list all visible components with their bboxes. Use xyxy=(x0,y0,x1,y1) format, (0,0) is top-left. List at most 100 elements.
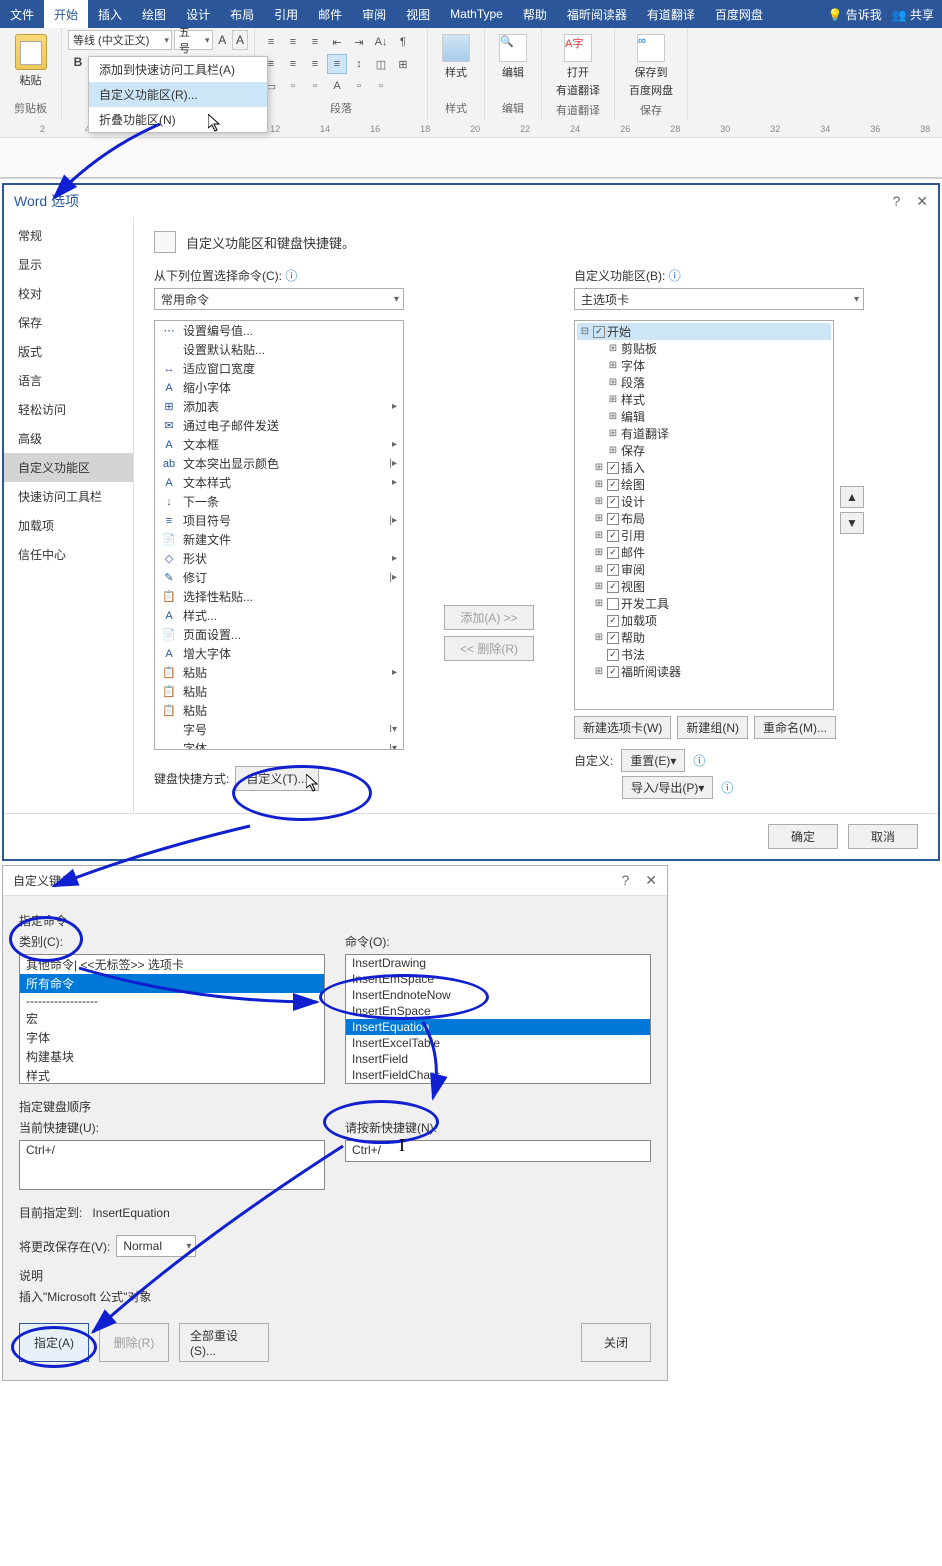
indent-inc-icon[interactable]: ⇥ xyxy=(349,32,369,52)
command-item[interactable]: InsertEquation xyxy=(346,1019,650,1035)
tab-9[interactable]: 视图 xyxy=(396,0,440,28)
choose-from-dropdown[interactable]: 常用命令 xyxy=(154,288,404,310)
category-item[interactable]: ------------------ xyxy=(20,993,324,1009)
tell-me-icon[interactable]: 💡 告诉我 xyxy=(827,6,881,23)
marks-icon[interactable]: ¶ xyxy=(393,32,413,52)
customize-ribbon-dropdown[interactable]: 主选项卡 xyxy=(574,288,864,310)
tree-item[interactable]: ⊞✓福昕阅读器 xyxy=(577,663,831,680)
new-key-input[interactable]: Ctrl+/ xyxy=(345,1140,651,1162)
tree-item[interactable]: ⊞编辑 xyxy=(577,408,831,425)
new-tab-button[interactable]: 新建选项卡(W) xyxy=(574,716,671,739)
checkbox[interactable]: ✓ xyxy=(607,581,619,593)
tree-item[interactable]: ⊞段落 xyxy=(577,374,831,391)
tab-0[interactable]: 文件 xyxy=(0,0,44,28)
commands-listbox[interactable]: ⋯设置编号值...设置默认粘贴...↔适应窗口宽度A缩小字体⊞添加表▸✉通过电子… xyxy=(154,320,404,750)
list-item[interactable]: 📋选择性粘贴... xyxy=(155,587,403,606)
ctx-item-1[interactable]: 自定义功能区(R)... xyxy=(89,82,267,107)
close-button[interactable]: 关闭 xyxy=(581,1323,651,1362)
ctx-item-2[interactable]: 折叠功能区(N) xyxy=(89,107,267,132)
move-up-button[interactable]: ▲ xyxy=(840,486,864,508)
tab-1[interactable]: 开始 xyxy=(44,0,88,28)
tree-item[interactable]: ⊞✓设计 xyxy=(577,493,831,510)
clear-format-icon[interactable]: A xyxy=(232,30,248,50)
checkbox[interactable]: ✓ xyxy=(607,666,619,678)
help-icon[interactable]: ? xyxy=(621,872,629,889)
info-icon[interactable]: ⓘ xyxy=(285,269,297,283)
editing-button[interactable]: 🔍编辑 xyxy=(491,30,535,84)
remove-button[interactable]: << 删除(R) xyxy=(444,636,534,661)
font-name-combo[interactable]: 等线 (中文正文) xyxy=(68,30,172,50)
list-item[interactable]: ⊞添加表▸ xyxy=(155,397,403,416)
command-item[interactable]: InsertFieldChars xyxy=(346,1067,650,1083)
align-justify-icon[interactable]: ≡ xyxy=(327,54,347,74)
reset-all-button[interactable]: 全部重设(S)... xyxy=(179,1323,269,1362)
checkbox[interactable]: ✓ xyxy=(593,326,605,338)
info-icon[interactable]: ⓘ xyxy=(669,269,681,283)
save-in-dropdown[interactable]: Normal xyxy=(116,1235,196,1257)
current-keys-input[interactable]: Ctrl+/ xyxy=(19,1140,325,1190)
close-icon[interactable]: ✕ xyxy=(916,193,928,210)
tree-item[interactable]: ⊞样式 xyxy=(577,391,831,408)
move-down-button[interactable]: ▼ xyxy=(840,512,864,534)
help-icon[interactable]: ? xyxy=(892,193,900,210)
tab-11[interactable]: 帮助 xyxy=(513,0,557,28)
category-item[interactable]: 字体 xyxy=(20,1028,324,1047)
category-item[interactable]: 其他命令| <<无标签>> 选项卡 xyxy=(20,955,324,974)
tree-item[interactable]: ⊞✓插入 xyxy=(577,459,831,476)
command-item[interactable]: InsertDrawing xyxy=(346,955,650,971)
list-item[interactable]: ✉通过电子邮件发送 xyxy=(155,416,403,435)
nav-item-11[interactable]: 信任中心 xyxy=(4,540,133,569)
list-item[interactable]: 📋粘贴 xyxy=(155,701,403,720)
tree-item[interactable]: ⊟✓开始 xyxy=(577,323,831,340)
checkbox[interactable]: ✓ xyxy=(607,615,619,627)
category-item[interactable]: 构建基块 xyxy=(20,1047,324,1066)
categories-listbox[interactable]: 其他命令| <<无标签>> 选项卡所有命令------------------宏… xyxy=(19,954,325,1084)
tab-10[interactable]: MathType xyxy=(440,0,513,28)
nav-item-2[interactable]: 校对 xyxy=(4,279,133,308)
checkbox[interactable]: ✓ xyxy=(607,632,619,644)
tab-12[interactable]: 福昕阅读器 xyxy=(557,0,637,28)
cancel-button[interactable]: 取消 xyxy=(848,824,918,849)
tab-2[interactable]: 插入 xyxy=(88,0,132,28)
command-item[interactable]: InsertEndnoteNow xyxy=(346,987,650,1003)
list-item[interactable]: ↔适应窗口宽度 xyxy=(155,359,403,378)
close-icon[interactable]: ✕ xyxy=(645,872,657,889)
tab-8[interactable]: 审阅 xyxy=(352,0,396,28)
tree-item[interactable]: ✓书法 xyxy=(577,646,831,663)
numbering-icon[interactable]: ≡ xyxy=(283,32,303,52)
list-item[interactable]: A缩小字体 xyxy=(155,378,403,397)
list-item[interactable]: ab文本突出显示颜色|▸ xyxy=(155,454,403,473)
align-right-icon[interactable]: ≡ xyxy=(305,54,325,74)
nav-item-7[interactable]: 高级 xyxy=(4,424,133,453)
checkbox[interactable]: ✓ xyxy=(607,547,619,559)
misc2-icon[interactable]: ▫ xyxy=(305,76,325,96)
line-spacing-icon[interactable]: ↕ xyxy=(349,54,369,74)
list-item[interactable]: A文本样式▸ xyxy=(155,473,403,492)
tab-6[interactable]: 引用 xyxy=(264,0,308,28)
checkbox[interactable] xyxy=(607,598,619,610)
tree-item[interactable]: ⊞✓邮件 xyxy=(577,544,831,561)
list-item[interactable]: 📄页面设置... xyxy=(155,625,403,644)
list-item[interactable]: 字号I▾ xyxy=(155,720,403,739)
checkbox[interactable]: ✓ xyxy=(607,479,619,491)
tab-7[interactable]: 邮件 xyxy=(308,0,352,28)
tab-13[interactable]: 有道翻译 xyxy=(637,0,705,28)
align-center-icon[interactable]: ≡ xyxy=(283,54,303,74)
checkbox[interactable]: ✓ xyxy=(607,513,619,525)
list-item[interactable]: ⋯设置编号值... xyxy=(155,321,403,340)
tab-14[interactable]: 百度网盘 xyxy=(705,0,773,28)
list-item[interactable]: ↓下一条 xyxy=(155,492,403,511)
misc1-icon[interactable]: ▫ xyxy=(283,76,303,96)
command-item[interactable]: InsertField xyxy=(346,1051,650,1067)
checkbox[interactable]: ✓ xyxy=(607,462,619,474)
tree-item[interactable]: ⊞开发工具 xyxy=(577,595,831,612)
list-item[interactable]: ✎修订|▸ xyxy=(155,568,403,587)
list-item[interactable]: ≡项目符号|▸ xyxy=(155,511,403,530)
list-item[interactable]: 📄新建文件 xyxy=(155,530,403,549)
checkbox[interactable]: ✓ xyxy=(607,564,619,576)
nav-item-3[interactable]: 保存 xyxy=(4,308,133,337)
category-item[interactable]: 所有命令 xyxy=(20,974,324,993)
list-item[interactable]: 设置默认粘贴... xyxy=(155,340,403,359)
category-item[interactable]: 样式 xyxy=(20,1066,324,1084)
ok-button[interactable]: 确定 xyxy=(768,824,838,849)
